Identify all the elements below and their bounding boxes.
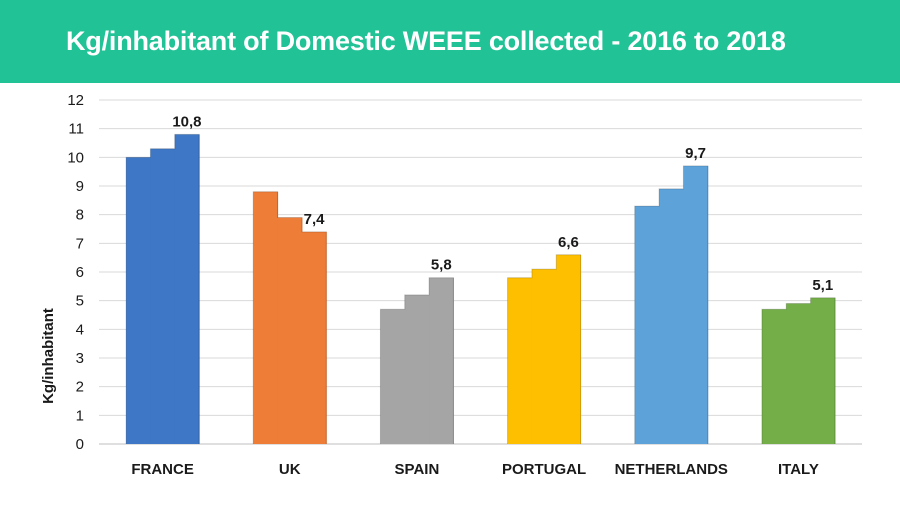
bar-france-0 (126, 157, 151, 444)
bar-group-spain (379, 277, 454, 444)
y-tick-label: 7 (76, 235, 84, 252)
bar-outline (761, 297, 836, 444)
bar-italy-1 (786, 303, 812, 444)
y-tick-label: 6 (76, 264, 84, 281)
y-axis-label: Kg/inhabitant (40, 308, 57, 404)
bar-spain-0 (380, 309, 406, 444)
data-label-uk: 7,4 (304, 211, 326, 228)
bar-outline (379, 277, 454, 444)
bar-france-2 (174, 134, 200, 444)
y-tick-label: 0 (76, 436, 84, 453)
bar-outline (252, 191, 327, 444)
bar-outline (125, 133, 200, 444)
y-tick-label: 11 (68, 121, 84, 138)
bar-uk-0 (253, 191, 279, 444)
x-tick-label-netherlands: NETHERLANDS (615, 461, 728, 478)
bar-portugal-0 (507, 277, 533, 444)
bar-group-france (125, 133, 200, 444)
y-tick-label: 8 (76, 207, 84, 224)
y-tick-label: 12 (67, 92, 84, 109)
x-axis-ticks: FRANCE UK SPAIN PORTUGAL NETHERLANDS ITALY (131, 461, 819, 478)
x-tick-label-spain: SPAIN (395, 461, 440, 478)
bar-portugal-1 (531, 269, 557, 444)
bars (125, 133, 836, 444)
bar-spain-1 (404, 294, 430, 444)
y-tick-label: 4 (76, 321, 84, 338)
bar-france-1 (150, 148, 176, 444)
bar-netherlands-0 (634, 206, 660, 444)
bar-outline (634, 165, 709, 444)
bar-italy-2 (810, 297, 836, 444)
bar-italy-0 (761, 309, 787, 444)
data-label-netherlands: 9,7 (685, 145, 706, 162)
y-tick-label: 3 (76, 350, 84, 367)
x-tick-label-portugal: PORTUGAL (502, 461, 586, 478)
bar-netherlands-1 (659, 188, 684, 444)
page-title: Kg/inhabitant of Domestic WEEE collected… (66, 26, 786, 56)
header-banner: Kg/inhabitant of Domestic WEEE collected… (0, 0, 900, 83)
bar-uk-1 (277, 217, 303, 444)
y-tick-label: 2 (76, 379, 84, 396)
bar-group-italy (761, 297, 836, 444)
bar-group-netherlands (634, 165, 709, 444)
bar-group-portugal (507, 254, 582, 444)
data-label-portugal: 6,6 (558, 234, 579, 251)
y-tick-label: 10 (67, 149, 84, 166)
data-label-italy: 5,1 (812, 277, 833, 294)
data-label-spain: 5,8 (431, 257, 452, 274)
bar-portugal-2 (556, 254, 582, 444)
bar-netherlands-2 (683, 165, 709, 444)
y-tick-label: 9 (76, 178, 84, 195)
bar-outline (507, 254, 582, 444)
x-tick-label-france: FRANCE (131, 461, 194, 478)
bar-uk-2 (301, 231, 327, 444)
y-tick-label: 5 (76, 293, 84, 310)
bar-spain-2 (429, 277, 454, 444)
gridlines (99, 99, 862, 445)
data-labels: 10,8 7,4 5,8 6,6 9,7 5,1 (172, 113, 833, 293)
bar-group-uk (252, 191, 327, 444)
y-tick-label: 1 (76, 407, 84, 424)
x-tick-label-uk: UK (279, 461, 301, 478)
x-tick-label-italy: ITALY (778, 461, 819, 478)
data-label-france: 10,8 (172, 113, 201, 130)
